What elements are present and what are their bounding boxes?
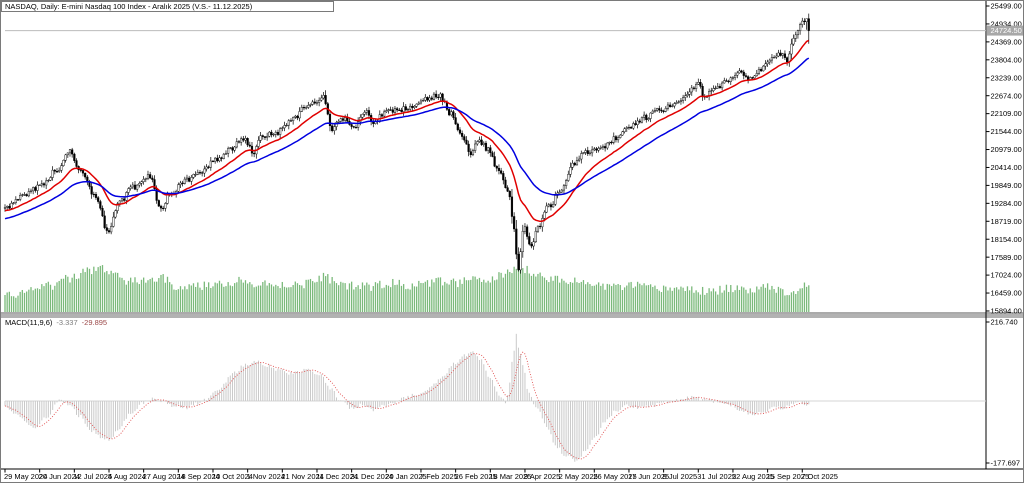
slow-ma-line <box>4 57 810 220</box>
date-tick-label: 12 Jul 2024 <box>73 472 112 481</box>
price-tick-label: 19849.00 <box>991 181 1022 190</box>
date-tick-label: 2 May 2025 <box>559 472 598 481</box>
macd-signal-value: -29.895 <box>81 318 108 327</box>
price-tick-label: 24369.00 <box>991 37 1022 46</box>
price-tick-label: 19284.00 <box>991 199 1022 208</box>
date-tick-label: 20 Jun 2024 <box>39 472 80 481</box>
macd-signal-line <box>4 351 809 460</box>
date-tick-label: 17 Jun 2025 <box>628 472 669 481</box>
date-tick-label: 18 Sep 2024 <box>177 472 220 481</box>
price-tick-label: 23804.00 <box>991 55 1022 64</box>
date-tick-label: 9 Apr 2025 <box>524 472 560 481</box>
price-tick-label: 17024.00 <box>991 271 1022 280</box>
date-tick-label: 27 Aug 2024 <box>143 472 185 481</box>
date-tick-label: 7 Feb 2025 <box>420 472 458 481</box>
price-tick-label: 22109.00 <box>991 109 1022 118</box>
price-tick-label: 18154.00 <box>991 235 1022 244</box>
macd-axis-label: 216.740 <box>991 318 1018 327</box>
price-tick-label: 20414.00 <box>991 163 1022 172</box>
price-tick-label: 15894.00 <box>991 307 1022 316</box>
price-tick-label: 18719.00 <box>991 217 1022 226</box>
macd-axis[interactable]: 216.740 -177.697 <box>986 318 1020 468</box>
price-tick-label: 20979.00 <box>991 145 1022 154</box>
price-tick-label: 24934.00 <box>991 20 1022 29</box>
macd-indicator-label: MACD(11,9,6) -3.337 -29.895 <box>5 318 107 327</box>
date-tick-label: 1 Nov 2024 <box>247 472 285 481</box>
price-tick-label: 22674.00 <box>991 91 1022 100</box>
macd-value: -3.337 <box>56 318 78 327</box>
panel-chrome <box>1 1 1023 470</box>
current-price-tag <box>987 25 1023 36</box>
date-tick-label: 7 Oct 2025 <box>801 472 838 481</box>
date-tick-label: 26 May 2025 <box>593 472 636 481</box>
date-tick-label: 26 Feb 2025 <box>455 472 497 481</box>
date-tick-label: 5 Aug 2024 <box>108 472 146 481</box>
price-tick-label: 16459.00 <box>991 289 1022 298</box>
chart-title-box: NASDAQ, Daily: E-mini Nasdaq 100 Index -… <box>1 1 334 12</box>
price-axis[interactable]: 25499.00 24934.00 24369.00 23804.00 23239.00… <box>5 2 1023 316</box>
chart-title: NASDAQ, Daily: E-mini Nasdaq 100 Index -… <box>5 2 253 11</box>
date-tick-label: 11 Dec 2024 <box>316 472 358 481</box>
price-tick-label: 23239.00 <box>991 73 1022 82</box>
macd-axis-label: -177.697 <box>991 459 1021 468</box>
date-tick-label: 22 Aug 2025 <box>732 472 774 481</box>
date-tick-label: 31 Jul 2025 <box>697 472 736 481</box>
price-tick-label: 21544.00 <box>991 127 1022 136</box>
macd-layer <box>4 333 810 462</box>
date-tick-label: 18 Mar 2025 <box>489 472 531 481</box>
candlesticks-layer <box>3 13 810 274</box>
price-tick-label: 25499.00 <box>991 2 1022 11</box>
price-tick-label: 17589.00 <box>991 253 1022 262</box>
volume-layer <box>4 262 810 312</box>
date-tick-label: 29 May 2024 <box>4 472 47 481</box>
date-tick-label: 31 Dec 2024 <box>351 472 394 481</box>
date-tick-label: 9 Jul 2025 <box>663 472 698 481</box>
date-tick-label: 20 Jan 2025 <box>385 472 426 481</box>
date-tick-label: 10 Oct 2024 <box>212 472 253 481</box>
macd-name: MACD(11,9,6) <box>5 318 53 327</box>
date-tick-label: 15 Sep 2025 <box>767 472 810 481</box>
date-tick-label: 21 Nov 2024 <box>281 472 324 481</box>
current-price-tag-label: 24724.50 <box>991 26 1022 35</box>
